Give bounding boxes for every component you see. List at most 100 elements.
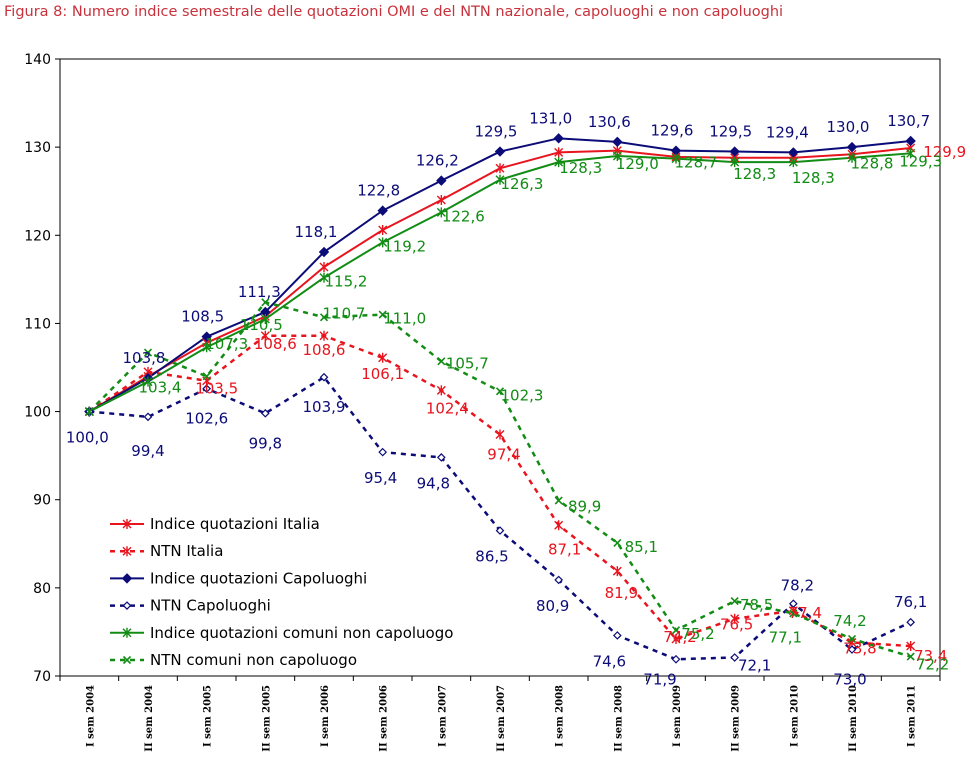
data-label: 71,9 — [643, 670, 676, 688]
marker-asterisk — [260, 330, 270, 341]
data-label: 108,5 — [181, 308, 224, 326]
data-label: 129,4 — [766, 123, 809, 141]
y-tick-label: 110 — [24, 316, 51, 332]
marker-asterisk — [378, 237, 388, 248]
marker-diamond — [377, 205, 388, 216]
marker-open-diamond — [143, 412, 153, 422]
marker-asterisk — [788, 157, 798, 168]
data-label: 107,3 — [205, 335, 248, 353]
data-label: 76,5 — [720, 616, 753, 634]
plot-frame — [59, 58, 941, 677]
data-label: 86,5 — [475, 548, 508, 566]
data-label: 75,2 — [681, 625, 714, 643]
data-label: 129,5 — [475, 123, 518, 141]
y-tick-label: 90 — [33, 493, 51, 509]
data-label: 77,4 — [789, 604, 822, 622]
data-label: 80,9 — [536, 597, 569, 615]
marker-x — [554, 496, 563, 505]
marker-asterisk — [378, 224, 388, 235]
marker-open-diamond — [788, 599, 798, 609]
marker-asterisk — [319, 330, 329, 341]
y-tick-label: 120 — [24, 228, 51, 244]
y-axis-ticks: 70 80 90 100 110 120 130 140 — [24, 52, 60, 685]
data-label: 72,1 — [738, 656, 771, 674]
marker-open-diamond — [319, 372, 329, 382]
marker-asterisk — [554, 157, 564, 168]
data-label: 77,1 — [769, 628, 802, 646]
marker-asterisk — [122, 519, 132, 529]
data-label: 102,6 — [185, 410, 228, 428]
x-axis-ticks: I sem 2004 II sem 2004 I sem 2005 II sem 20… — [59, 676, 941, 752]
marker-x — [906, 652, 915, 661]
x-tick-label: I sem 2011 — [907, 685, 918, 747]
x-tick-label: I sem 2005 — [203, 685, 214, 747]
data-label: 130,0 — [827, 118, 870, 136]
data-label: 128,3 — [559, 159, 602, 177]
data-label: 99,8 — [249, 434, 282, 452]
data-label: 102,4 — [426, 399, 469, 417]
legend-label: NTN Italia — [150, 542, 223, 560]
marker-x — [319, 313, 329, 322]
marker-open-diamond — [202, 384, 212, 394]
marker-open-diamond — [730, 653, 740, 662]
data-label: 128,3 — [792, 169, 835, 187]
marker-x — [85, 407, 94, 416]
data-label: 102,3 — [501, 386, 544, 404]
marker-x — [122, 655, 132, 665]
marker-asterisk — [378, 352, 388, 363]
data-label: 76,1 — [894, 593, 927, 611]
data-label: 129,3 — [899, 152, 942, 170]
legend-label: NTN Capoluoghi — [150, 597, 271, 615]
data-label: 87,1 — [548, 540, 581, 558]
data-label: 115,2 — [325, 273, 368, 291]
data-label: 128,3 — [733, 165, 776, 183]
data-label: 118,1 — [295, 223, 338, 241]
marker-x — [671, 626, 681, 635]
data-label: 74,2 — [833, 612, 866, 630]
data-label: 103,4 — [139, 379, 182, 397]
marker-asterisk — [436, 385, 446, 396]
data-label: 99,4 — [131, 442, 164, 460]
marker-diamond — [729, 146, 740, 157]
marker-diamond — [612, 136, 623, 148]
x-tick-label: II sem 2005 — [261, 685, 272, 752]
marker-diamond — [436, 175, 447, 186]
data-label: 105,7 — [446, 354, 489, 372]
data-label: 128,7 — [675, 154, 718, 172]
marker-asterisk — [671, 153, 681, 164]
data-label: 74,6 — [593, 652, 626, 670]
marker-x — [202, 372, 211, 381]
data-label: 89,9 — [568, 498, 601, 516]
data-label: 100,0 — [66, 429, 109, 447]
marker-asterisk — [906, 148, 916, 159]
marker-asterisk — [495, 429, 505, 440]
marker-asterisk — [260, 314, 270, 325]
data-label: 129,0 — [616, 155, 659, 173]
marker-asterisk — [122, 627, 132, 638]
marker-open-diamond — [495, 526, 505, 535]
data-label: 81,9 — [605, 584, 638, 602]
legend-label: Indice quotazioni Italia — [150, 515, 320, 533]
marker-x — [437, 357, 446, 366]
data-label: 111,3 — [238, 283, 281, 301]
marker-diamond — [846, 141, 858, 153]
series-markers — [84, 133, 916, 664]
marker-asterisk — [319, 262, 329, 273]
chart-axes — [59, 58, 941, 677]
marker-open-diamond — [671, 654, 681, 664]
data-label: 108,6 — [254, 335, 297, 353]
x-tick-label: I sem 2004 — [85, 685, 96, 747]
data-label: 85,1 — [625, 538, 658, 556]
marker-diamond — [905, 135, 916, 147]
marker-open-diamond — [260, 408, 270, 418]
marker-x — [730, 597, 739, 606]
legend-label: Indice quotazioni Capoluoghi — [150, 569, 367, 587]
marker-asterisk — [319, 272, 329, 283]
x-tick-label: II sem 2010 — [848, 685, 859, 752]
marker-x — [789, 609, 798, 618]
y-tick-label: 70 — [33, 669, 51, 685]
data-label: 131,0 — [529, 109, 572, 127]
data-label: 130,7 — [887, 112, 930, 130]
data-label: 110,7 — [323, 304, 366, 322]
